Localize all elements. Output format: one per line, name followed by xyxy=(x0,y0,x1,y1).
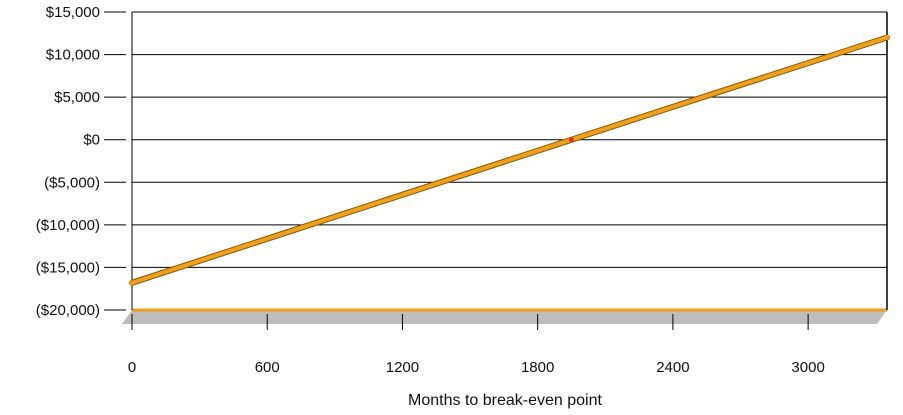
x-tick-label: 3000 xyxy=(791,359,824,376)
y-tick-label: ($15,000) xyxy=(36,259,100,276)
gridlines xyxy=(104,11,887,311)
y-tick-label: ($10,000) xyxy=(36,217,100,234)
axes xyxy=(131,11,888,330)
x-tick-label: 1200 xyxy=(386,359,419,376)
x-tick-label: 0 xyxy=(128,359,136,376)
series-line xyxy=(130,35,889,285)
x-tick-labels: 0 600 1200 1800 2400 3000 xyxy=(128,359,825,376)
x-tick-label: 1800 xyxy=(521,359,554,376)
y-tick-label: ($5,000) xyxy=(44,174,100,191)
break-even-point xyxy=(568,137,574,143)
x-tick-label: 600 xyxy=(255,359,280,376)
chart-floor xyxy=(122,308,887,324)
floor-band xyxy=(122,310,887,324)
series xyxy=(129,34,890,286)
y-tick-label: $10,000 xyxy=(46,47,100,64)
y-tick-label: $0 xyxy=(83,132,100,149)
x-axis-label: Months to break-even point xyxy=(408,392,602,409)
data-point xyxy=(884,35,890,41)
y-tick-label: ($20,000) xyxy=(36,302,100,319)
y-tick-label: $5,000 xyxy=(54,89,100,106)
y-tick-labels: $15,000 $10,000 $5,000 $0 ($5,000) ($10,000) (… xyxy=(36,4,100,319)
y-tick-label: $15,000 xyxy=(46,4,100,21)
x-tick-label: 2400 xyxy=(656,359,689,376)
data-point xyxy=(129,280,135,286)
